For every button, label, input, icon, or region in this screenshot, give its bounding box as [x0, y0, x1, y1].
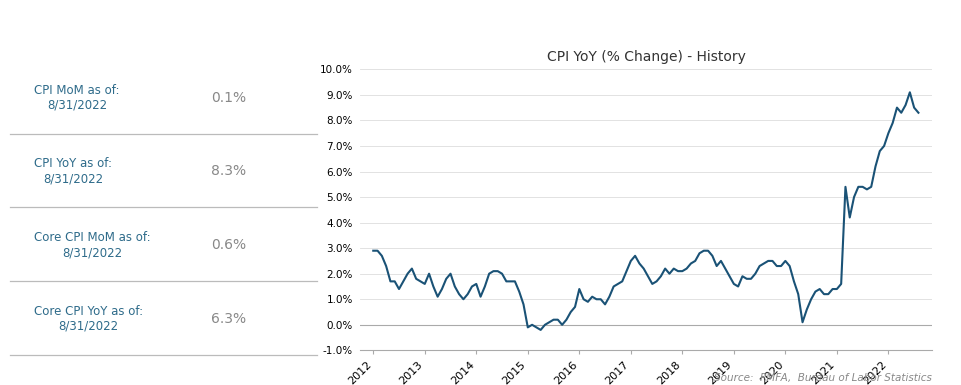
Text: 0.6%: 0.6% [211, 238, 246, 252]
Text: CPI YoY as of:
8/31/2022: CPI YoY as of: 8/31/2022 [35, 157, 112, 186]
Text: 0.1%: 0.1% [211, 91, 246, 105]
Text: Source:  PMFA,  Bureau of Labor Statistics: Source: PMFA, Bureau of Labor Statistics [714, 373, 932, 383]
Text: Core CPI YoY as of:
8/31/2022: Core CPI YoY as of: 8/31/2022 [35, 305, 143, 333]
Text: Core CPI MoM as of:
8/31/2022: Core CPI MoM as of: 8/31/2022 [35, 231, 151, 259]
Title: CPI YoY (% Change) - History: CPI YoY (% Change) - History [547, 50, 746, 64]
Text: 6.3%: 6.3% [211, 312, 246, 326]
Text: 8.3%: 8.3% [211, 164, 246, 178]
Text: CPI MoM as of:
8/31/2022: CPI MoM as of: 8/31/2022 [35, 84, 119, 112]
Text: CONSUMER PRICE INDEX: CONSUMER PRICE INDEX [336, 15, 625, 35]
